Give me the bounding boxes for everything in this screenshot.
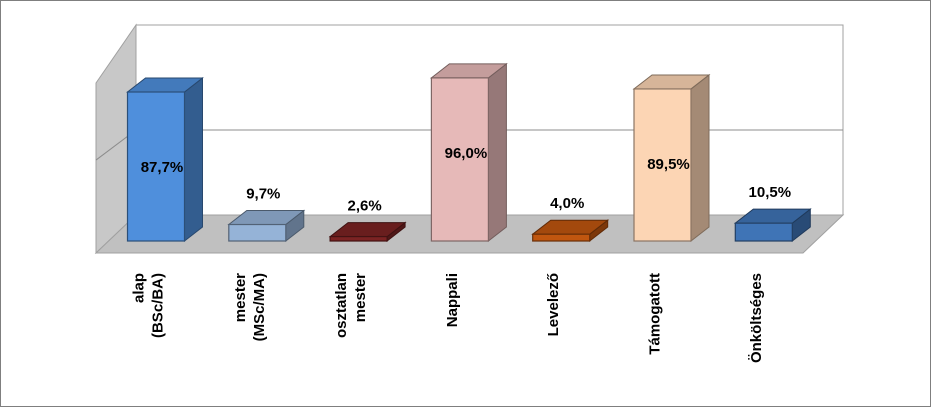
bar-6 (734, 222, 793, 242)
category-label-2: osztatlan mester (333, 273, 369, 338)
data-label-1: 9,7% (246, 186, 280, 203)
data-label-4: 4,0% (550, 195, 584, 212)
data-label-2: 2,6% (347, 198, 381, 215)
category-label-line: mester (232, 273, 249, 322)
data-label-6: 10,5% (749, 184, 792, 201)
category-label-5: Támogatott (647, 273, 664, 355)
data-label-0: 87,7% (141, 159, 184, 176)
data-label-5: 89,5% (647, 156, 690, 173)
bar-5 (633, 88, 692, 242)
bar-3 (430, 77, 489, 242)
category-label-line: alap (131, 273, 148, 303)
bar-1 (228, 223, 287, 242)
data-label-3: 96,0% (445, 145, 488, 162)
category-label-6: Önköltséges (748, 273, 765, 363)
category-label-3: Nappali (444, 273, 461, 327)
category-label-1: mester (MSc/MA) (232, 273, 268, 341)
category-label-line: Önköltséges (748, 273, 765, 363)
category-label-line: mester (352, 273, 369, 322)
bar-side-0 (184, 76, 203, 243)
category-label-line: Támogatott (647, 273, 664, 355)
bar-side-5 (690, 73, 710, 243)
bar-4 (532, 233, 591, 242)
bar-0 (126, 91, 186, 242)
category-label-line: Levelező (545, 273, 562, 336)
category-label-line: Nappali (444, 273, 461, 327)
category-label-0: alap (BSc/BA) (131, 273, 167, 338)
category-label-line: (MSc/MA) (251, 273, 268, 341)
bar-2 (329, 235, 388, 242)
category-label-line: (BSc/BA) (150, 273, 167, 338)
category-label-4: Levelező (545, 273, 562, 336)
bar-side-3 (487, 62, 507, 243)
category-label-line: osztatlan (333, 273, 350, 338)
